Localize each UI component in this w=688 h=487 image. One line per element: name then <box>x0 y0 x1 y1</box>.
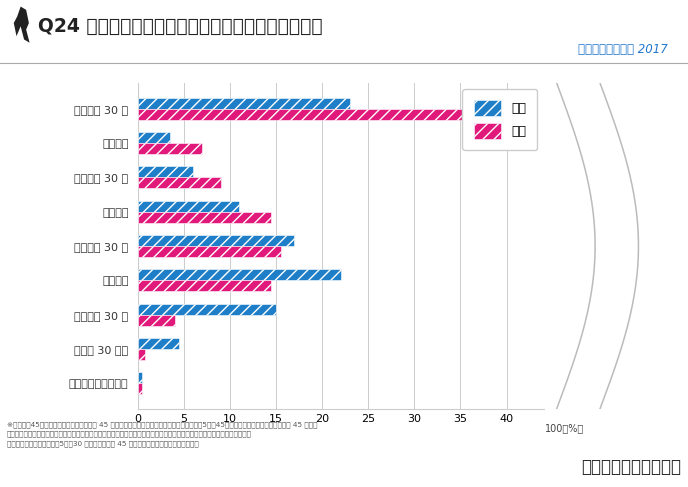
Bar <box>138 303 276 315</box>
Bar <box>138 246 281 257</box>
Bar <box>138 132 170 143</box>
Polygon shape <box>14 6 30 43</box>
Text: ※「５時間45分～」の選択肢を「～５時間 45 分」と誤って記載しておりました。そのため、5時間45分以上の選択ができず「～５時間 45 分」の
　選択肢が２つ: ※「５時間45分～」の選択肢を「～５時間 45 分」と誤って記載しておりました。… <box>7 421 317 447</box>
Bar <box>138 109 484 120</box>
Bar <box>138 349 145 360</box>
Text: 100（%）: 100（%） <box>546 423 585 433</box>
Bar <box>138 201 239 212</box>
Bar <box>138 97 350 109</box>
Text: ランナー世論調査 2017: ランナー世論調査 2017 <box>578 43 667 56</box>
Bar <box>138 177 221 188</box>
Text: Q24 過去３年以内のフルマラソン自己ベストタイム: Q24 過去３年以内のフルマラソン自己ベストタイム <box>38 17 323 36</box>
Bar <box>138 166 193 177</box>
Legend: 男性, 女性: 男性, 女性 <box>462 89 537 150</box>
Bar <box>138 338 179 349</box>
Bar <box>138 212 271 223</box>
Bar <box>138 315 175 326</box>
Bar <box>138 372 142 383</box>
Bar <box>138 269 341 280</box>
Bar <box>138 235 294 246</box>
Bar <box>138 383 142 394</box>
Text: 株式会社アールビーズ: 株式会社アールビーズ <box>581 458 681 475</box>
Bar <box>138 143 202 154</box>
Bar <box>138 280 271 291</box>
